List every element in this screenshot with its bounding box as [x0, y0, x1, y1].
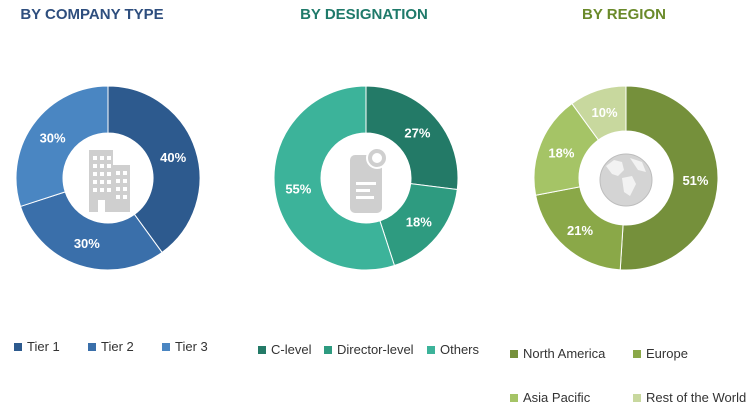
- data-label-tier-3: 30%: [40, 131, 66, 146]
- legend-label: North America: [523, 346, 606, 361]
- document-badge-icon: [350, 147, 388, 213]
- chart-title-designation: BY DESIGNATION: [300, 6, 428, 23]
- chart-title-region: BY REGION: [582, 6, 666, 23]
- legend-item-rest-of-the-world: Rest of the World: [633, 390, 746, 405]
- building-icon: [89, 150, 130, 212]
- legend-item-director-level: Director-level: [324, 342, 414, 357]
- legend-label: Director-level: [337, 342, 414, 357]
- legend-swatch: [88, 342, 96, 351]
- legend-item-asia-pacific: Asia Pacific: [510, 390, 590, 405]
- donut-region: 51% 21% 18% 10%: [533, 85, 719, 271]
- donut-designation: 27% 18% 55%: [273, 85, 459, 271]
- legend-label: Asia Pacific: [523, 390, 591, 405]
- data-label-europe: 21%: [567, 223, 593, 238]
- data-label-tier-1: 40%: [160, 150, 186, 165]
- legend-swatch: [258, 345, 266, 354]
- data-label-north-america: 51%: [682, 173, 708, 188]
- data-label-asia-pacific: 18%: [548, 145, 574, 160]
- legend-label: Rest of the World: [646, 390, 747, 405]
- legend-item-europe: Europe: [633, 346, 688, 361]
- legend-item-c-level: C-level: [258, 342, 311, 357]
- data-label-c-level: 27%: [404, 126, 430, 141]
- legend-label: Tier 3: [175, 339, 208, 354]
- legend-item-tier-3: Tier 3: [162, 339, 208, 354]
- legend-swatch: [324, 345, 332, 354]
- chart-title-company-type: BY COMPANY TYPE: [20, 6, 164, 23]
- data-label-rest-of-the-world: 10%: [592, 105, 618, 120]
- donut-company-type: 40% 30% 30%: [15, 85, 201, 271]
- data-label-tier-2: 30%: [74, 236, 100, 251]
- data-label-others: 55%: [285, 182, 311, 197]
- legend-swatch: [14, 342, 22, 351]
- legend-swatch: [510, 349, 518, 358]
- legend-swatch: [162, 342, 170, 351]
- legend-label: Tier 2: [101, 339, 134, 354]
- legend-swatch: [510, 393, 518, 402]
- legend-item-north-america: North America: [510, 346, 605, 361]
- legend-item-tier-1: Tier 1: [14, 339, 60, 354]
- legend-label: C-level: [271, 342, 312, 357]
- legend-label: Europe: [646, 346, 688, 361]
- legend-swatch: [633, 349, 641, 358]
- legend-item-others: Others: [427, 342, 479, 357]
- data-label-director-level: 18%: [406, 215, 432, 230]
- legend-swatch: [633, 393, 641, 402]
- globe-icon: [599, 153, 653, 207]
- legend-label: Tier 1: [27, 339, 60, 354]
- legend-label: Others: [440, 342, 480, 357]
- legend-item-tier-2: Tier 2: [88, 339, 134, 354]
- legend-swatch: [427, 345, 435, 354]
